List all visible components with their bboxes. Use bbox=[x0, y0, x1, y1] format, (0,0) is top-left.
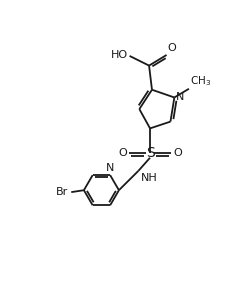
Text: O: O bbox=[173, 148, 182, 158]
Text: S: S bbox=[145, 146, 154, 160]
Text: N: N bbox=[175, 92, 184, 101]
Text: CH$_3$: CH$_3$ bbox=[189, 74, 210, 88]
Text: Br: Br bbox=[56, 187, 68, 197]
Text: HO: HO bbox=[110, 50, 128, 60]
Text: O: O bbox=[118, 148, 126, 158]
Text: O: O bbox=[167, 44, 175, 53]
Text: NH: NH bbox=[140, 173, 157, 183]
Text: N: N bbox=[106, 163, 114, 173]
